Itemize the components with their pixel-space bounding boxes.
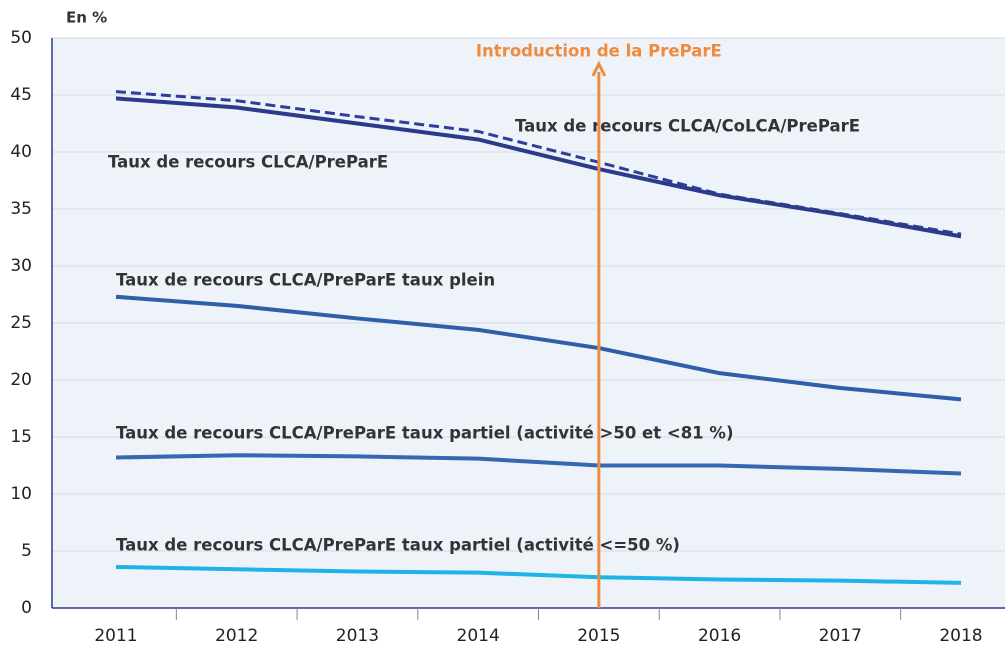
- series-label: Taux de recours CLCA/CoLCA/PreParE: [515, 117, 860, 136]
- y-tick-label: 45: [10, 85, 32, 105]
- x-tick-label: 2014: [457, 626, 500, 646]
- annotation-arrowhead: [591, 60, 607, 77]
- series-line: [115, 90, 962, 236]
- y-tick-label: 40: [10, 142, 32, 162]
- series-label: Taux de recours CLCA/PreParE taux plein: [116, 271, 495, 290]
- annotation-text: Introduction de la PreParE: [476, 42, 722, 61]
- series-label: Taux de recours CLCA/PreParE: [108, 153, 388, 172]
- series-label: Taux de recours CLCA/PreParE taux partie…: [116, 536, 680, 555]
- x-tick-label: 2018: [939, 626, 982, 646]
- y-tick-label: 35: [10, 199, 32, 219]
- y-tick-label: 25: [10, 313, 32, 333]
- series-label: Taux de recours CLCA/PreParE taux partie…: [116, 424, 734, 443]
- y-tick-label: 0: [21, 598, 32, 618]
- series-line: [115, 96, 962, 239]
- y-tick-label: 30: [10, 256, 32, 276]
- x-tick-label: 2012: [215, 626, 258, 646]
- x-tick-label: 2017: [819, 626, 862, 646]
- y-tick-label: 15: [10, 427, 32, 447]
- y-axis-label: En %: [66, 9, 107, 27]
- series-line: [115, 453, 962, 476]
- series-line: [115, 564, 962, 585]
- x-tick-label: 2015: [577, 626, 620, 646]
- x-tick-label: 2013: [336, 626, 379, 646]
- y-tick-label: 50: [10, 28, 32, 48]
- y-tick-label: 20: [10, 370, 32, 390]
- series-line: [115, 294, 962, 402]
- y-tick-label: 5: [21, 541, 32, 561]
- x-tick-label: 2016: [698, 626, 741, 646]
- x-tick-label: 2011: [94, 626, 137, 646]
- y-tick-label: 10: [10, 484, 32, 504]
